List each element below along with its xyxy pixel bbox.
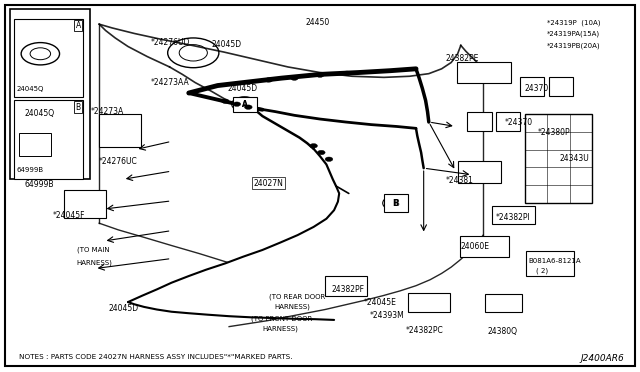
FancyBboxPatch shape [457,62,511,83]
FancyBboxPatch shape [526,251,574,276]
Text: 64999B: 64999B [24,180,54,189]
Text: B: B [76,103,81,112]
Circle shape [265,78,273,82]
Text: *24382PI: *24382PI [495,213,530,222]
Text: *24045F: *24045F [52,211,85,219]
FancyBboxPatch shape [19,133,51,156]
FancyBboxPatch shape [10,9,90,179]
FancyBboxPatch shape [496,112,520,131]
Text: (TO FRONT DOOR: (TO FRONT DOOR [251,316,312,323]
Circle shape [221,99,229,103]
Text: *24319P  (10A): *24319P (10A) [547,20,600,26]
FancyBboxPatch shape [64,190,106,218]
Circle shape [343,71,351,76]
Text: 24045D: 24045D [227,84,257,93]
Text: *24276UC: *24276UC [99,157,138,166]
Text: B081A6-8121A: B081A6-8121A [529,258,581,264]
FancyBboxPatch shape [460,236,509,257]
Text: 24045D: 24045D [109,304,139,312]
Circle shape [291,76,298,80]
FancyBboxPatch shape [408,293,450,312]
Text: *24381: *24381 [445,176,474,185]
Text: *24382PC: *24382PC [406,326,444,335]
Text: *24319PA(15A): *24319PA(15A) [547,31,600,38]
Text: NOTES : PARTS CODE 24027N HARNESS ASSY INCLUDES"*"MARKED PARTS.: NOTES : PARTS CODE 24027N HARNESS ASSY I… [19,354,292,360]
Text: *24393M: *24393M [370,311,404,320]
FancyBboxPatch shape [14,100,83,179]
FancyBboxPatch shape [458,161,501,183]
Text: 24382PF: 24382PF [332,285,365,294]
Text: 24027N: 24027N [253,179,284,187]
Text: 24343U: 24343U [559,154,589,163]
Text: HARNESS): HARNESS) [262,326,298,333]
FancyBboxPatch shape [384,194,408,212]
FancyBboxPatch shape [485,294,522,312]
Text: (TO MAIN: (TO MAIN [77,247,109,253]
Text: HARNESS): HARNESS) [77,259,113,266]
Text: 64999B: 64999B [17,167,44,173]
FancyBboxPatch shape [5,5,635,366]
Text: 24060E: 24060E [461,242,490,251]
Text: B: B [393,199,399,208]
Text: 24027N: 24027N [253,179,284,187]
Circle shape [310,144,317,148]
Text: *24380P: *24380P [538,128,570,137]
Text: *24045E: *24045E [364,298,396,307]
Text: *24370: *24370 [504,118,532,126]
Text: J2400AR6: J2400AR6 [580,355,624,363]
Text: A: A [76,21,81,30]
Text: (TO REAR DOOR: (TO REAR DOOR [269,294,325,300]
Text: B: B [393,199,398,208]
Text: HARNESS): HARNESS) [274,304,310,310]
Circle shape [316,73,324,77]
Text: 24045Q: 24045Q [17,86,44,92]
Circle shape [233,102,241,106]
Text: 24045Q: 24045Q [24,109,54,118]
Text: A: A [243,100,248,109]
Circle shape [317,150,325,155]
Text: *24319PB(20A): *24319PB(20A) [547,42,600,49]
FancyBboxPatch shape [525,114,592,203]
Text: *24273AA: *24273AA [151,78,190,87]
Text: 24382PE: 24382PE [445,54,479,63]
Text: 24370: 24370 [525,84,549,93]
Text: 24045D: 24045D [211,40,241,49]
FancyBboxPatch shape [549,77,573,96]
Text: *24273A: *24273A [91,107,124,116]
Circle shape [244,105,252,109]
FancyBboxPatch shape [520,77,544,96]
Text: ( 2): ( 2) [536,267,548,274]
FancyBboxPatch shape [233,97,257,112]
FancyBboxPatch shape [492,206,535,224]
FancyBboxPatch shape [99,114,141,147]
Text: A: A [241,100,248,109]
FancyBboxPatch shape [14,19,83,97]
Text: 24450: 24450 [306,18,330,27]
FancyBboxPatch shape [325,276,367,296]
Text: 24380Q: 24380Q [488,327,518,336]
FancyBboxPatch shape [467,112,492,131]
Text: *24276UD: *24276UD [151,38,191,47]
Circle shape [325,157,333,161]
